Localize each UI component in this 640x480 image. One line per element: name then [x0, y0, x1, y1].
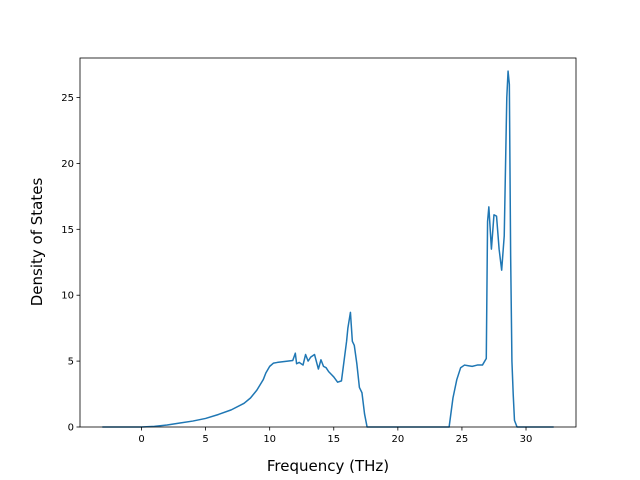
- x-tick-label: 20: [391, 434, 404, 445]
- y-tick-label: 20: [61, 159, 74, 170]
- x-tick-label: 30: [520, 434, 533, 445]
- x-tick-label: 5: [202, 434, 208, 445]
- y-tick-label: 25: [61, 93, 74, 104]
- plot-area: [79, 57, 577, 428]
- y-tick-label: 15: [61, 225, 74, 236]
- y-tick-label: 0: [68, 423, 74, 434]
- x-tick-label: 15: [327, 434, 340, 445]
- y-axis-ticks: 0 5 10 15 20 25: [61, 93, 80, 434]
- y-tick-label: 5: [68, 357, 74, 368]
- x-tick-label: 0: [138, 434, 144, 445]
- y-axis-label: Density of States: [28, 178, 46, 307]
- x-tick-label: 10: [263, 434, 276, 445]
- x-axis-label: Frequency (THz): [267, 457, 389, 475]
- dos-series-line-0: [102, 70, 554, 428]
- y-tick-label: 10: [61, 291, 74, 302]
- x-tick-label: 25: [456, 434, 469, 445]
- x-axis-ticks: 0 5 10 15 20 25 30: [138, 427, 532, 445]
- plot-frame: [79, 57, 577, 428]
